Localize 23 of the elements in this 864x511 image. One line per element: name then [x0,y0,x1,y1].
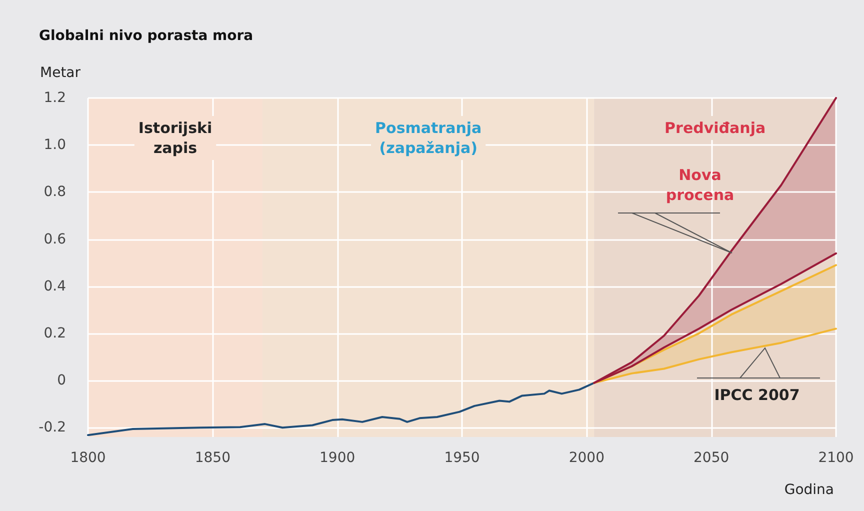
x-tick-label: 2100 [818,450,854,466]
y-axis-title: Metar [40,65,81,81]
band-label: Predviđanja [664,119,766,137]
x-tick-label: 1950 [444,450,480,466]
y-tick-label: 0.2 [44,325,66,342]
y-tick-label: 0 [57,372,66,388]
annotation: Nova procena [666,166,734,204]
y-tick-label: 0.6 [44,231,66,248]
y-tick-label: 1.0 [44,137,66,154]
band-label: Posmatranja (zapažanja) [375,119,482,157]
x-tick-label: 1850 [194,450,230,466]
annotation: IPCC 2007 [714,386,800,404]
x-tick-label: 1900 [320,450,356,466]
y-tick-label: 0.8 [44,184,66,200]
x-tick-label: 2050 [694,450,730,466]
y-tick-label: -0.2 [38,420,66,436]
x-axis-title: Godina [784,482,834,498]
x-tick-label: 2000 [568,450,604,466]
x-tick-label: 1800 [70,450,106,466]
band-label: Istorijski zapis [138,119,212,157]
chart-title: Globalni nivo porasta mora [39,28,254,44]
y-tick-label: 0.4 [44,278,66,294]
y-tick-label: 1.2 [44,90,66,106]
